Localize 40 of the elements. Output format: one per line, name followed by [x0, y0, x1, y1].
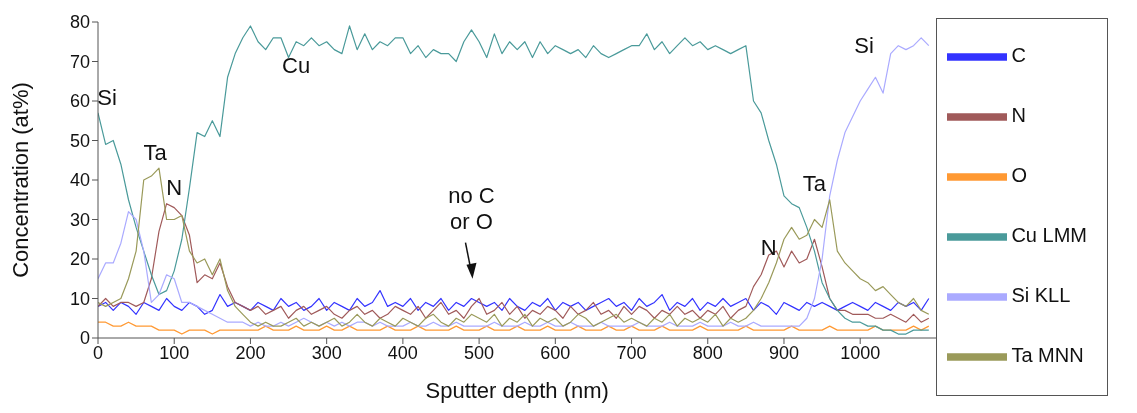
- legend-label: O: [1011, 164, 1027, 187]
- y-tick-label: 80: [69, 12, 90, 33]
- legend-label: Ta MNN: [1011, 344, 1084, 367]
- annotation: Si: [97, 84, 117, 110]
- x-tick-label: 1000: [840, 342, 881, 363]
- line-series: [98, 167, 930, 327]
- y-tick-label: 10: [69, 288, 90, 309]
- annotation: N: [760, 234, 777, 260]
- annotation: Ta: [143, 139, 168, 165]
- legend-label: C: [1011, 44, 1026, 67]
- line-series: [98, 321, 930, 335]
- y-tick-label: 70: [69, 51, 90, 72]
- x-tick-label: 600: [540, 342, 571, 363]
- x-tick-label: 200: [235, 342, 266, 363]
- annotation: Cu: [282, 52, 311, 78]
- legend-label: N: [1011, 104, 1026, 127]
- x-tick-label: 300: [311, 342, 342, 363]
- x-tick-label: 500: [464, 342, 495, 363]
- annotation: Si: [854, 33, 874, 59]
- x-tick-label: 700: [616, 342, 647, 363]
- x-tick-label: 400: [387, 342, 418, 363]
- annotation: no C or O: [448, 182, 495, 234]
- y-tick-label: 0: [79, 328, 90, 349]
- legend-label: Cu LMM: [1011, 224, 1087, 247]
- annotation: Ta: [802, 171, 827, 197]
- x-axis-title: Sputter depth (nm): [425, 378, 609, 403]
- x-tick-label: 800: [692, 342, 723, 363]
- x-tick-label: 100: [159, 342, 190, 363]
- y-axis-title: Concentration (at%): [7, 82, 33, 278]
- line-series: [98, 290, 930, 315]
- annotation: N: [166, 175, 183, 201]
- y-tick-label: 30: [69, 209, 90, 230]
- y-tick-label: 40: [69, 170, 90, 191]
- legend-label: Si KLL: [1011, 284, 1071, 307]
- y-tick-label: 60: [69, 91, 90, 112]
- x-tick-label: 900: [768, 342, 799, 363]
- line-series: [98, 203, 930, 323]
- y-tick-label: 20: [69, 249, 90, 270]
- x-tick-label: 0: [92, 342, 104, 363]
- y-tick-label: 50: [69, 130, 90, 151]
